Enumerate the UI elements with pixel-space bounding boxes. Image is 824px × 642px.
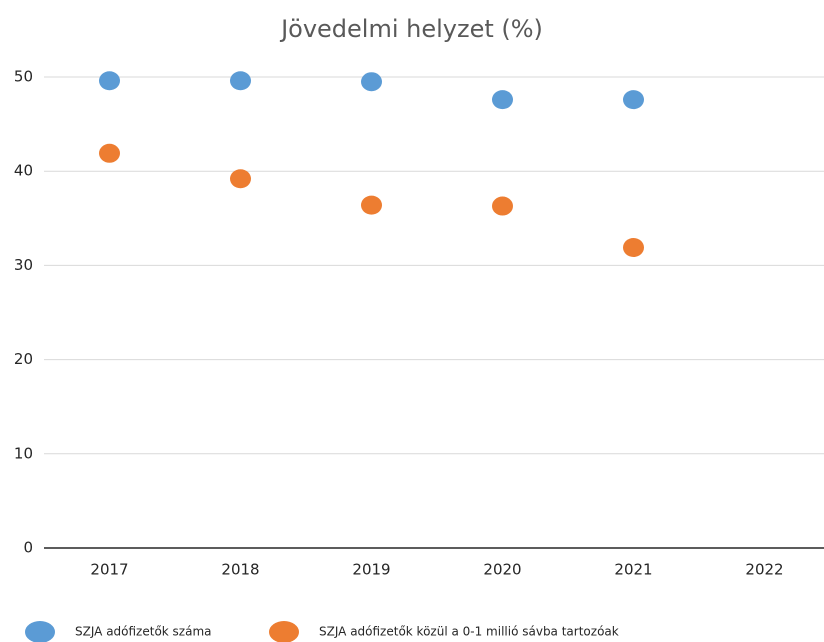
chart-title: Jövedelmi helyzet (%) (279, 15, 543, 43)
y-tick-label: 0 (23, 539, 33, 557)
y-tick-label: 40 (14, 162, 33, 180)
legend-label: SZJA adófizetők száma (75, 625, 212, 639)
dot (623, 90, 644, 110)
x-tick-label: 2017 (90, 561, 128, 579)
legend-label: SZJA adófizetők közül a 0-1 millió sávba… (319, 625, 619, 639)
dot (99, 71, 120, 91)
y-tick-label: 20 (14, 350, 33, 368)
dot (361, 195, 382, 215)
dot (230, 169, 251, 189)
dot (361, 72, 382, 92)
y-tick-label: 10 (14, 444, 33, 462)
x-tick-label: 2020 (483, 561, 521, 579)
x-tick-label: 2019 (352, 561, 390, 579)
dot (230, 71, 251, 91)
dot (623, 238, 644, 258)
legend-marker (25, 621, 55, 642)
x-tick-label: 2018 (221, 561, 259, 579)
dot (492, 196, 513, 216)
y-tick-label: 50 (14, 68, 33, 86)
x-tick-label: 2022 (745, 561, 783, 579)
y-tick-label: 30 (14, 256, 33, 274)
dot (99, 143, 120, 163)
legend-marker (269, 621, 299, 642)
x-tick-label: 2021 (614, 561, 652, 579)
dot (492, 90, 513, 110)
